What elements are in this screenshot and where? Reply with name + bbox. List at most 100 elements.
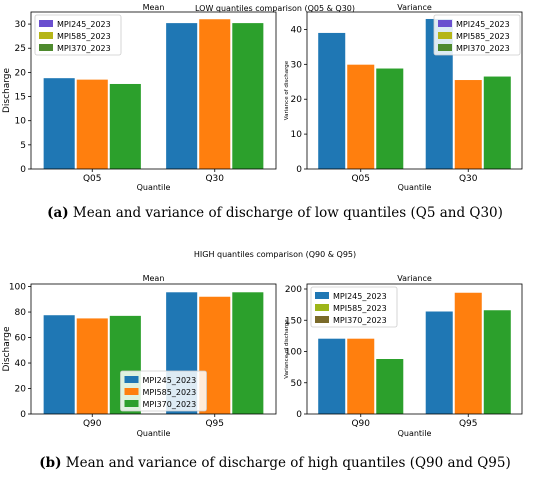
legend-label-MPI370_2023: MPI370_2023 bbox=[143, 400, 197, 409]
legend-swatch-MPI370_2023 bbox=[124, 400, 139, 407]
low-mean-chart: Mean Q05 Q30 0 5 10 15 20 25 30 Quantile Discharge M… bbox=[2, 3, 277, 192]
y-tick-label: 30 bbox=[291, 60, 303, 70]
x-axis-label: Quantile bbox=[137, 429, 171, 438]
y-tick-label: 40 bbox=[15, 359, 27, 369]
legend-box bbox=[34, 14, 122, 56]
y-tick-label: 50 bbox=[291, 379, 303, 389]
x-tick-label-Q90: Q90 bbox=[351, 419, 370, 429]
high-caption-text: Mean and variance of discharge of high q… bbox=[61, 455, 511, 471]
legend-swatch-MPI585_2023 bbox=[124, 388, 139, 395]
y-tick-label: 40 bbox=[291, 25, 303, 35]
y-tick-label: 80 bbox=[15, 308, 27, 318]
chart-title: Variance bbox=[397, 274, 432, 283]
y-tick-label: 150 bbox=[285, 316, 302, 326]
legend-label-MPI245_2023: MPI245_2023 bbox=[57, 20, 111, 29]
y-tick-label: 0 bbox=[20, 165, 26, 175]
x-axis-label: Quantile bbox=[137, 183, 171, 192]
y-tick-label: 0 bbox=[296, 410, 302, 420]
y-tick-label: 100 bbox=[285, 348, 302, 358]
legend-label-MPI370_2023: MPI370_2023 bbox=[57, 44, 111, 53]
bar-MPI245_2023-Q30 bbox=[166, 23, 198, 170]
legend-label-MPI585_2023: MPI585_2023 bbox=[57, 32, 111, 41]
legend-box bbox=[120, 370, 207, 412]
y-tick-label: 0 bbox=[296, 165, 302, 175]
y-tick-label: 0 bbox=[20, 410, 26, 420]
bar-MPI370_2023-Q05 bbox=[376, 68, 404, 169]
bar-MPI245_2023-Q90 bbox=[43, 315, 75, 414]
y-axis-label: Discharge bbox=[2, 326, 12, 372]
legend-box bbox=[310, 286, 398, 328]
high-suptitle: HIGH quantiles comparison (Q90 & Q95) bbox=[193, 250, 357, 259]
legend-swatch-MPI585_2023 bbox=[315, 304, 329, 311]
bar-MPI585_2023-Q30 bbox=[199, 19, 231, 169]
high-caption-label: (b) bbox=[39, 455, 62, 471]
y-axis-label: Variance of discharge bbox=[284, 319, 290, 379]
chart-title: Variance bbox=[397, 3, 432, 12]
plot-frame bbox=[30, 283, 277, 415]
bar-MPI585_2023-Q90 bbox=[347, 338, 375, 414]
bar-MPI370_2023-Q90 bbox=[376, 359, 404, 414]
y-tick-label: 20 bbox=[15, 385, 27, 395]
legend-swatch-MPI370_2023 bbox=[39, 44, 53, 51]
legend-label-MPI585_2023: MPI585_2023 bbox=[333, 304, 387, 313]
legend-label-MPI245_2023: MPI245_2023 bbox=[143, 376, 197, 385]
low-suptitle: LOW quantiles comparison (Q05 & Q30) bbox=[194, 4, 356, 13]
low-caption-text: Mean and variance of discharge of low qu… bbox=[68, 205, 503, 221]
bar-MPI370_2023-Q30 bbox=[483, 76, 511, 169]
bar-MPI245_2023-Q05 bbox=[43, 78, 75, 169]
y-tick-label: 100 bbox=[9, 283, 26, 293]
low-variance-chart: Variance Q05 Q30 0 10 20 30 40 Quantile Variance … bbox=[284, 3, 523, 192]
y-tick-label: 200 bbox=[285, 285, 302, 295]
legend-swatch-MPI585_2023 bbox=[438, 32, 452, 39]
plot-frame bbox=[30, 11, 277, 170]
y-axis-label: Discharge bbox=[2, 68, 12, 114]
bar-MPI370_2023-Q95 bbox=[483, 310, 511, 414]
bar-MPI245_2023-Q95 bbox=[425, 311, 453, 414]
legend-box bbox=[433, 14, 521, 56]
legend-swatch-MPI585_2023 bbox=[39, 32, 53, 39]
legend-label-MPI370_2023: MPI370_2023 bbox=[456, 44, 510, 53]
legend-swatch-MPI245_2023 bbox=[438, 20, 452, 27]
legend-label-MPI245_2023: MPI245_2023 bbox=[456, 20, 510, 29]
x-tick-label-Q05: Q05 bbox=[351, 174, 370, 184]
bar-MPI585_2023-Q30 bbox=[454, 80, 482, 169]
plot-frame bbox=[306, 11, 523, 170]
chart-title: Mean bbox=[143, 3, 165, 12]
legend-label-MPI370_2023: MPI370_2023 bbox=[333, 316, 387, 325]
x-tick-label-Q90: Q90 bbox=[83, 419, 102, 429]
legend-swatch-MPI245_2023 bbox=[124, 376, 139, 383]
y-tick-label: 60 bbox=[15, 334, 27, 344]
legend-label-MPI585_2023: MPI585_2023 bbox=[456, 32, 510, 41]
plot-frame bbox=[306, 283, 523, 415]
bar-MPI245_2023-Q05 bbox=[318, 32, 346, 169]
legend-swatch-MPI370_2023 bbox=[438, 44, 452, 51]
high-caption: (b) Mean and variance of discharge of hi… bbox=[0, 455, 550, 471]
bar-MPI585_2023-Q05 bbox=[347, 64, 375, 169]
x-axis-label: Quantile bbox=[398, 429, 432, 438]
bar-MPI370_2023-Q05 bbox=[109, 83, 141, 169]
y-tick-label: 20 bbox=[15, 68, 27, 78]
y-tick-label: 10 bbox=[15, 117, 27, 127]
legend-swatch-MPI245_2023 bbox=[315, 292, 329, 299]
bar-MPI585_2023-Q95 bbox=[454, 292, 482, 414]
legend-swatch-MPI245_2023 bbox=[39, 20, 53, 27]
y-tick-label: 5 bbox=[20, 141, 26, 151]
x-tick-label-Q30: Q30 bbox=[205, 174, 224, 184]
y-axis-label: Variance of discharge bbox=[284, 60, 290, 120]
low-caption-label: (a) bbox=[47, 205, 69, 221]
bar-MPI585_2023-Q05 bbox=[76, 79, 108, 169]
x-tick-label-Q05: Q05 bbox=[83, 174, 102, 184]
bar-MPI370_2023-Q95 bbox=[232, 292, 264, 414]
legend-label-MPI585_2023: MPI585_2023 bbox=[143, 388, 197, 397]
y-tick-label: 20 bbox=[291, 95, 303, 105]
legend-swatch-MPI370_2023 bbox=[315, 316, 329, 323]
x-axis-label: Quantile bbox=[398, 183, 432, 192]
bar-MPI370_2023-Q30 bbox=[232, 23, 264, 170]
y-tick-label: 10 bbox=[291, 130, 303, 140]
x-tick-label-Q30: Q30 bbox=[459, 174, 478, 184]
y-tick-label: 30 bbox=[15, 20, 27, 30]
legend-label-MPI245_2023: MPI245_2023 bbox=[333, 292, 387, 301]
x-tick-label-Q95: Q95 bbox=[205, 419, 224, 429]
low-caption: (a) Mean and variance of discharge of lo… bbox=[0, 205, 550, 221]
